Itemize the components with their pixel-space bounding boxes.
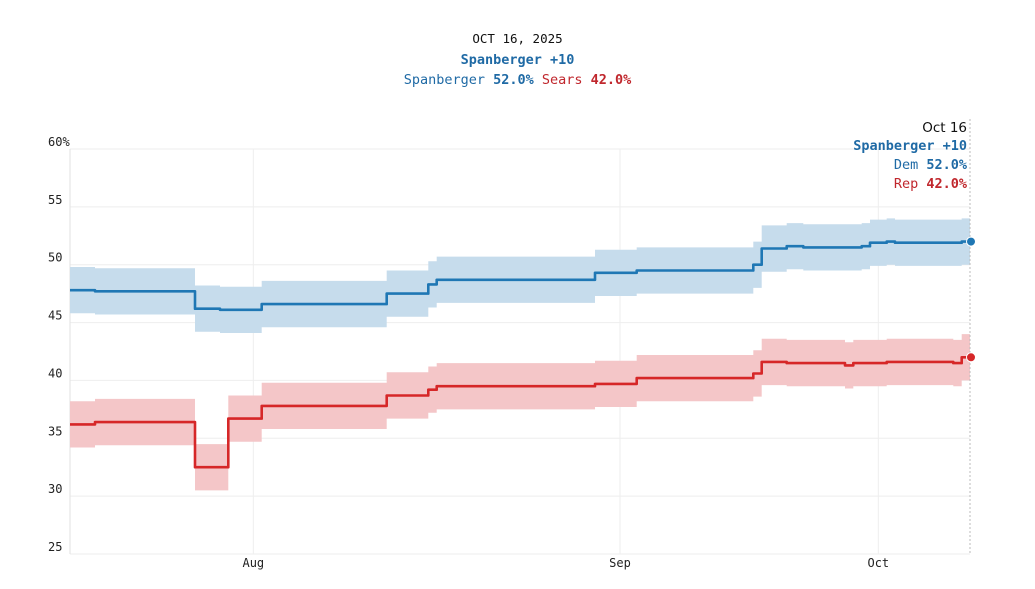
dem-series-line — [70, 240, 970, 312]
tooltip-dem-label: Dem — [893, 157, 919, 173]
header-dem-name: Spanberger — [403, 72, 485, 88]
header-rep-value: 42.0% — [590, 72, 632, 88]
x-tick-label: Aug — [242, 556, 264, 570]
tooltip-lead: Spanberger +10 — [853, 138, 967, 154]
header-dem-value: 52.0% — [493, 72, 534, 88]
tooltip-dem-value: 52.0% — [926, 157, 967, 173]
tooltip-rep: Rep 42.0% — [894, 176, 967, 192]
y-tick-label: 25 — [48, 540, 62, 554]
header-date: OCT 16, 2025 — [472, 31, 563, 46]
header-lead: Spanberger +10 — [460, 52, 575, 68]
dem-confidence-band — [70, 218, 970, 333]
y-tick-label: 60% — [48, 135, 70, 149]
rep-end-marker — [966, 352, 976, 363]
header-values: Spanberger 52.0% Sears 42.0% — [0, 72, 1035, 88]
tooltip-dem: Dem 52.0% — [894, 157, 967, 173]
tooltip-rep-value: 42.0% — [926, 176, 967, 192]
tooltip-rep-label: Rep — [893, 176, 919, 192]
tooltip-date: Oct 16 — [922, 120, 967, 136]
y-tick-label: 50 — [48, 251, 62, 265]
header-rep-name: Sears — [541, 72, 583, 88]
y-tick-label: 45 — [48, 309, 62, 323]
y-tick-label: 55 — [48, 193, 62, 207]
x-tick-label: Sep — [609, 556, 631, 570]
dem-end-marker — [966, 236, 976, 247]
rep-confidence-band — [70, 334, 970, 491]
y-tick-label: 40 — [48, 366, 62, 380]
y-tick-label: 35 — [48, 424, 62, 438]
rep-series-line — [70, 356, 970, 469]
y-tick-label: 30 — [48, 482, 62, 496]
x-tick-label: Oct — [867, 556, 889, 570]
